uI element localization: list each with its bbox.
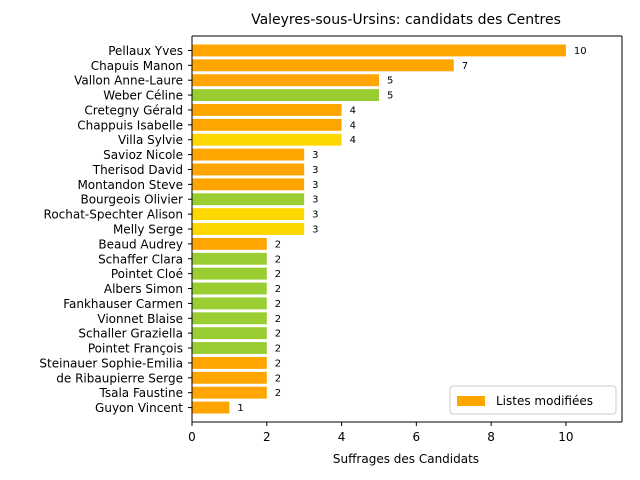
- value-label: 2: [275, 314, 281, 325]
- bar-5: [192, 118, 342, 131]
- axes-frame: [191, 35, 623, 423]
- value-label: 3: [312, 210, 318, 221]
- x-tick-label: 4: [338, 430, 346, 444]
- value-label: 2: [275, 373, 281, 384]
- bar-14: [192, 252, 267, 265]
- bar-17: [192, 297, 267, 310]
- bar-19: [192, 327, 267, 340]
- category-label: Chappuis Isabelle: [77, 118, 183, 132]
- value-label: 1: [237, 403, 243, 414]
- value-label: 10: [574, 46, 587, 57]
- bar-1: [192, 59, 454, 72]
- category-label: Weber Céline: [103, 89, 183, 103]
- value-label: 5: [387, 76, 393, 87]
- x-tick-label: 8: [487, 430, 495, 444]
- category-label: Beaud Audrey: [98, 237, 183, 251]
- category-label: Schaffer Clara: [98, 252, 183, 266]
- bar-13: [192, 237, 267, 250]
- legend-swatch: [457, 396, 485, 406]
- x-axis-ticks: 0 2 4 6 8 10: [188, 422, 574, 444]
- value-label: 2: [275, 254, 281, 265]
- x-tick-label: 0: [188, 430, 196, 444]
- category-label: de Ribaupierre Serge: [56, 371, 183, 385]
- bar-8: [192, 163, 305, 176]
- value-label: 3: [312, 165, 318, 176]
- category-label: Bourgeois Olivier: [80, 193, 183, 207]
- bar-4: [192, 104, 342, 116]
- bar-6: [192, 133, 342, 146]
- x-tick-label: 10: [558, 430, 573, 444]
- category-label: Steinauer Sophie-Emilia: [39, 356, 183, 370]
- category-label: Schaller Graziella: [78, 327, 183, 341]
- bar-23: [192, 386, 267, 399]
- x-tick-label: 6: [413, 430, 421, 444]
- value-label: 2: [275, 388, 281, 399]
- bar-10: [192, 193, 305, 206]
- value-label: 2: [275, 299, 281, 310]
- bar-20: [192, 342, 267, 354]
- value-label: 7: [462, 61, 468, 72]
- bar-24: [192, 401, 230, 414]
- x-axis-label: Suffrages des Candidats: [333, 452, 479, 466]
- category-label: Fankhauser Carmen: [63, 297, 183, 311]
- category-label: Rochat-Spechter Alison: [44, 208, 183, 222]
- value-label: 3: [312, 150, 318, 161]
- chart-title: Valeyres-sous-Ursins: candidats des Cent…: [251, 12, 561, 28]
- category-label: Pointet François: [88, 342, 183, 356]
- value-label: 3: [312, 225, 318, 236]
- value-label: 4: [350, 135, 356, 146]
- category-label: Vallon Anne-Laure: [74, 74, 183, 88]
- bar-9: [192, 178, 305, 191]
- category-label: Melly Serge: [113, 223, 183, 237]
- value-label: 3: [312, 180, 318, 191]
- category-label: Chapuis Manon: [91, 59, 183, 73]
- value-label: 2: [275, 329, 281, 340]
- value-label: 2: [275, 269, 281, 280]
- category-label: Cretegny Gérald: [84, 103, 183, 117]
- x-tick-label: 2: [263, 430, 271, 444]
- category-label: Savioz Nicole: [103, 148, 183, 162]
- bar-3: [192, 89, 379, 102]
- bars-group: [192, 44, 566, 414]
- bar-2: [192, 74, 379, 87]
- value-label: 4: [350, 120, 356, 131]
- bar-16: [192, 282, 267, 295]
- legend-label: Listes modifiées: [496, 394, 593, 408]
- value-label: 2: [275, 344, 281, 355]
- category-label: Therisod David: [92, 163, 183, 177]
- bar-0: [192, 44, 566, 57]
- category-label: Vionnet Blaise: [97, 312, 183, 326]
- category-label: Pellaux Yves: [108, 44, 183, 58]
- value-label: 3: [312, 195, 318, 206]
- bar-22: [192, 371, 267, 384]
- bar-12: [192, 223, 305, 235]
- legend-box: [449, 385, 617, 415]
- category-label: Villa Sylvie: [118, 133, 183, 147]
- bar-18: [192, 312, 267, 325]
- bar-7: [192, 148, 305, 161]
- bar-15: [192, 267, 267, 280]
- value-label: 2: [275, 239, 281, 250]
- category-label: Pointet Cloé: [111, 267, 183, 281]
- value-label: 4: [350, 105, 356, 116]
- category-label: Albers Simon: [104, 282, 183, 296]
- bar-11: [192, 208, 305, 221]
- value-label: 2: [275, 284, 281, 295]
- legend: Listes modifiées: [449, 385, 617, 415]
- value-labels: 10 7 5 5 4 4 4 3 3 3 3 3 3 2 2 2 2 2 2 2 2 2 2 2 1: [237, 46, 586, 414]
- category-label: Guyon Vincent: [95, 401, 183, 415]
- value-label: 2: [275, 358, 281, 369]
- value-label: 5: [387, 91, 393, 102]
- bar-21: [192, 356, 267, 369]
- category-label: Montandon Steve: [77, 178, 183, 192]
- category-label: Tsala Faustine: [99, 386, 184, 400]
